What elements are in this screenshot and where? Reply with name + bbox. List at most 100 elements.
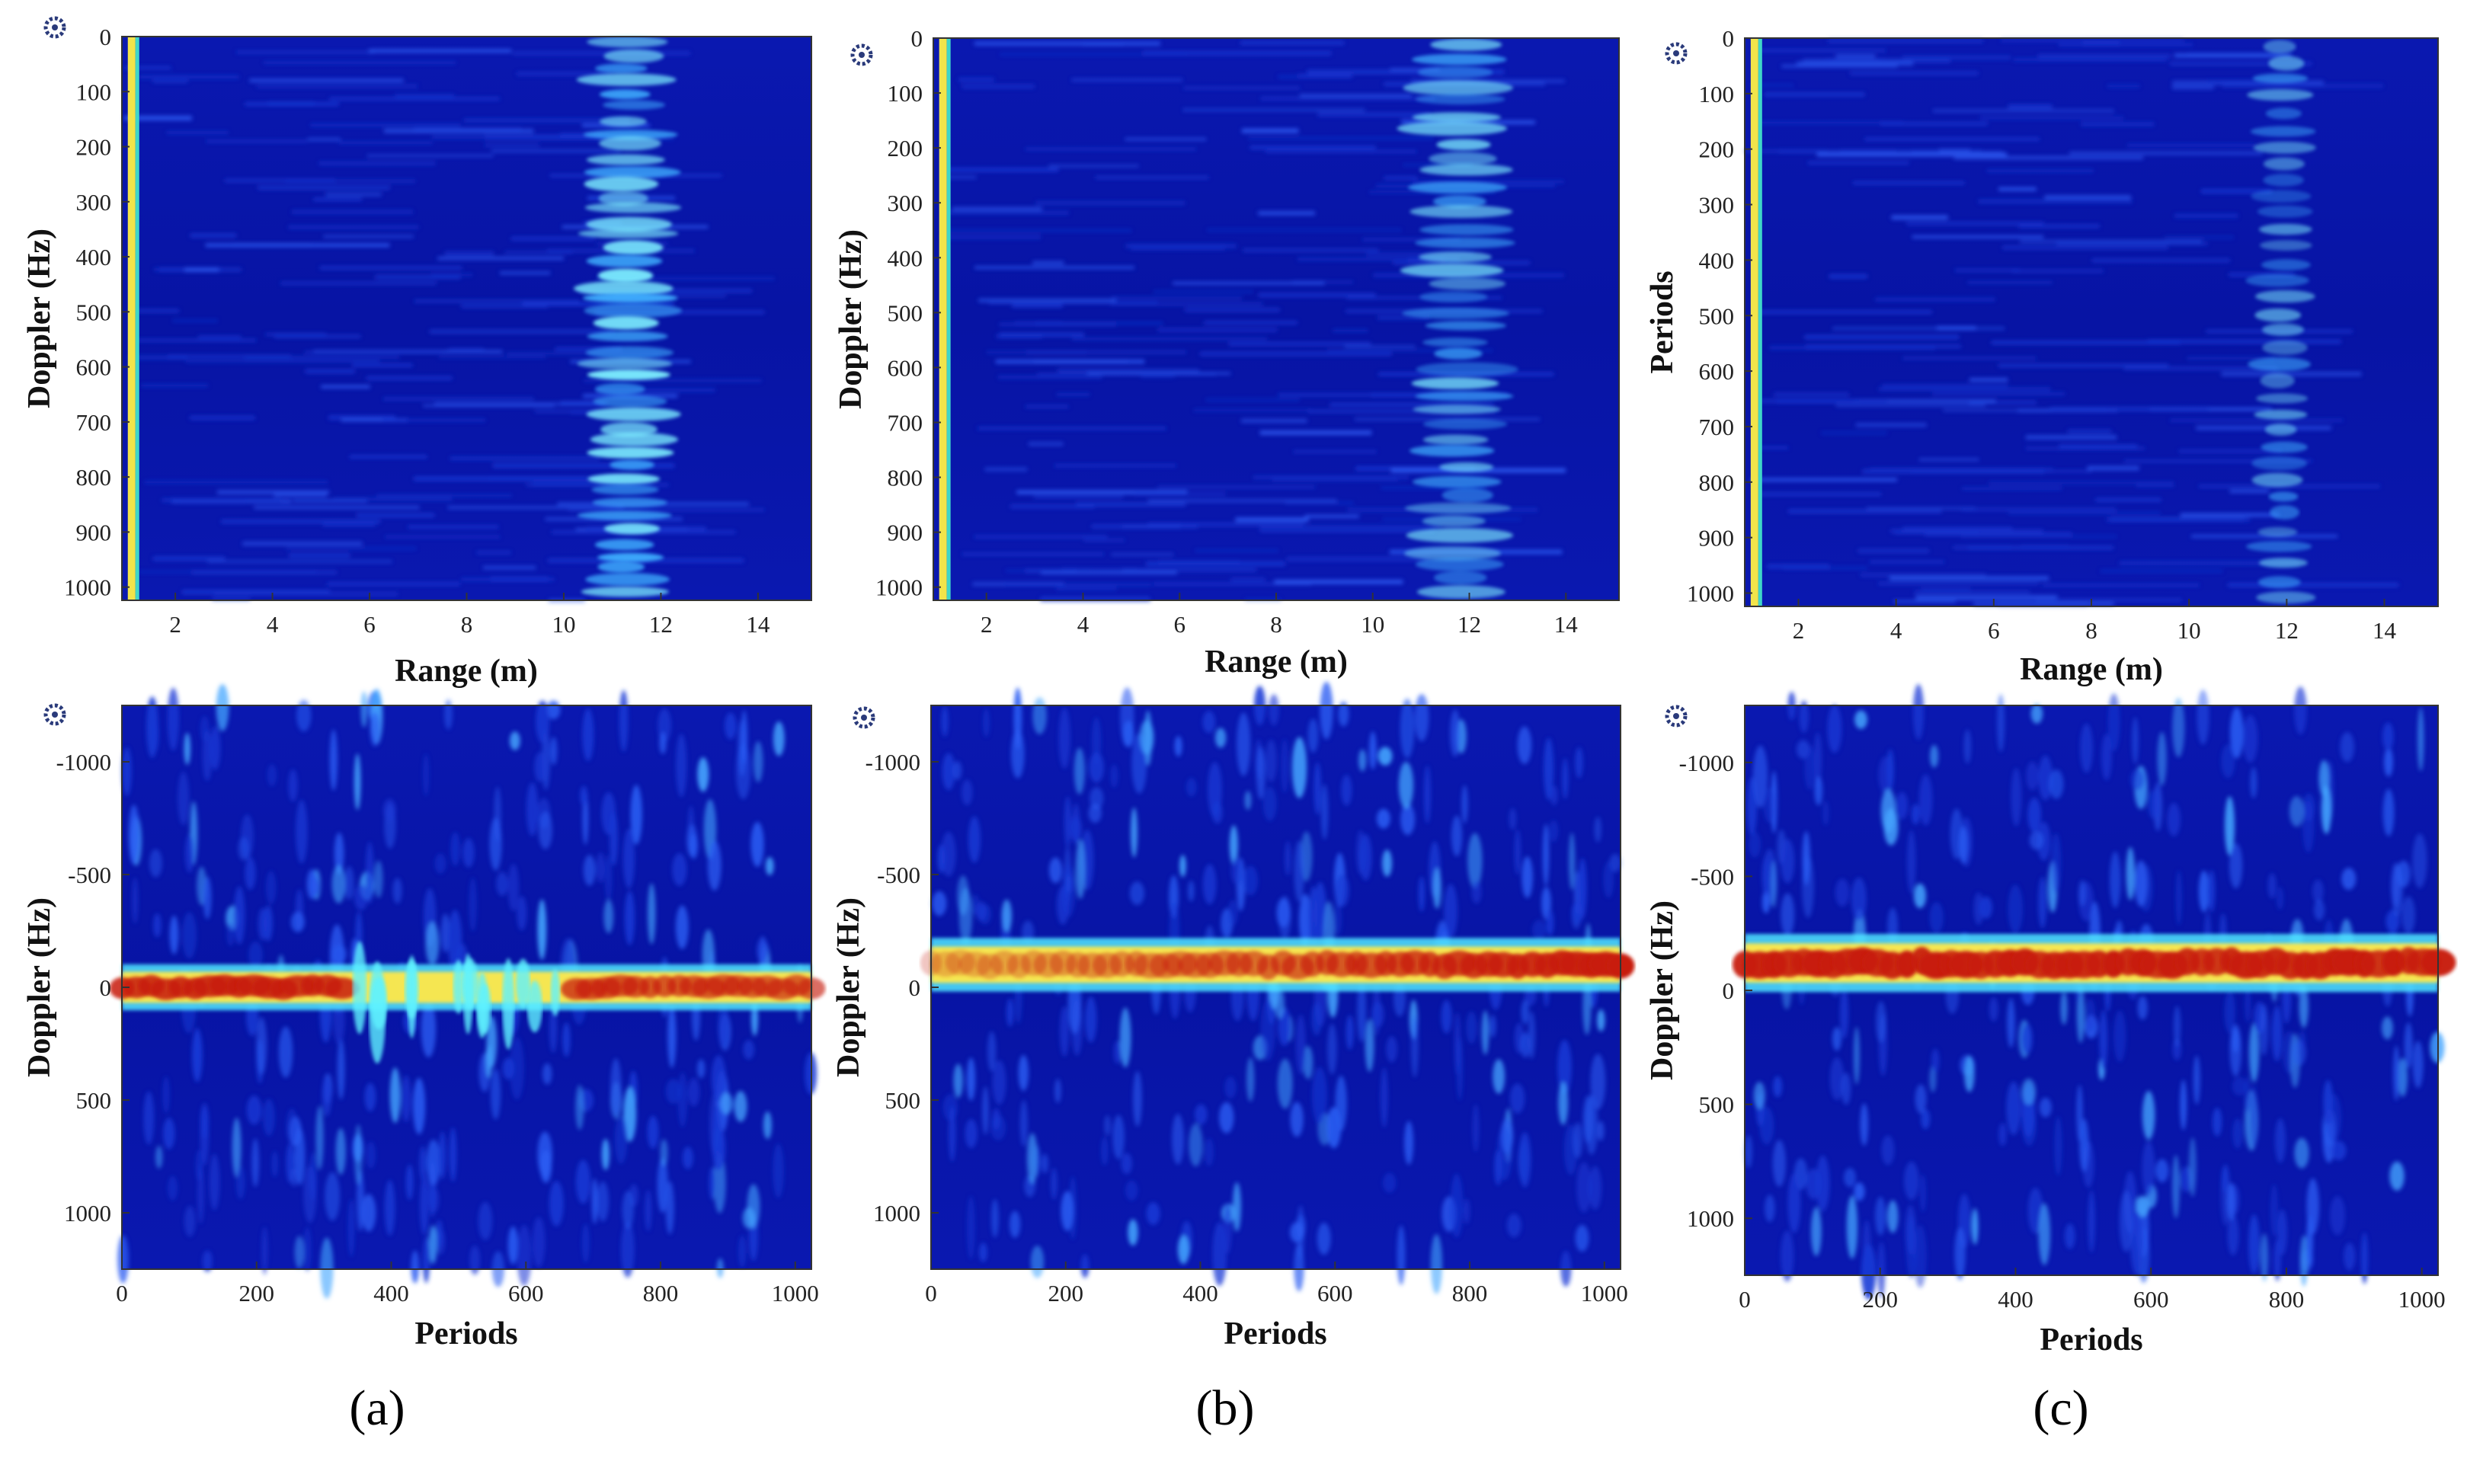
noise-blob [2340,731,2354,763]
noise-streak [213,592,398,596]
noise-blob [1814,776,1823,806]
noise-streak [181,590,330,595]
y-tick-label: 1000 [1687,580,1734,607]
noise-blob [1265,739,1277,782]
noise-blob [1120,687,1134,747]
x-tick-label: 600 [1317,1280,1353,1306]
noise-streak [1969,401,2037,405]
noise-streak [1902,526,2013,530]
noise-blob [248,941,263,969]
noise-blob [2299,984,2309,1028]
noise-streak [141,384,208,387]
noise-streak [1259,529,1435,533]
noise-streak [2014,57,2167,62]
target-band-streak [2256,591,2316,604]
target-band-streak [578,229,679,238]
plot-area [1744,37,2439,607]
y-tick-label: 600 [888,354,923,381]
noise-blob [2175,870,2182,926]
noise-streak [1147,523,1304,527]
noise-blob [246,1095,262,1125]
noise-blob [1582,977,1592,1035]
noise-streak [124,66,171,69]
noise-blob [965,1118,978,1149]
noise-blob [1531,920,1547,940]
noise-blob [2038,876,2047,929]
noise-streak [1299,94,1412,98]
target-band-streak [2254,289,2315,303]
noise-blob [665,1181,674,1235]
noise-blob [1562,758,1569,800]
noise-streak [328,415,395,421]
noise-blob [1883,808,1899,846]
noise-blob [1070,816,1083,843]
noise-blob [167,687,179,751]
noise-streak [172,319,218,322]
noise-blob [1597,1121,1605,1141]
x-tick-label: 800 [643,1280,679,1306]
noise-streak [1184,308,1280,312]
noise-blob [709,1166,715,1201]
target-band-streak [582,293,678,303]
noise-streak [2110,517,2245,522]
target-band-streak [1438,462,1494,472]
y-axis: 0 100 200 300 400 500 600 700 800 900 1000 [875,25,941,601]
noise-streak [2100,569,2223,573]
noise-blob [2331,1140,2347,1161]
noise-blob [1080,1254,1090,1278]
x-axis: 0 200 400 600 800 1000 [1739,1268,2446,1313]
noise-blob [2398,1057,2408,1097]
noise-blob [2430,1031,2445,1063]
noise-blob [2401,896,2415,934]
noise-streak [325,192,382,197]
noise-blob [1195,1104,1208,1125]
noise-blob [2232,1076,2247,1096]
noise-streak [2025,446,2145,450]
noise-blob [1229,825,1238,865]
noise-blob [582,708,594,761]
x-tick-label: 4 [1890,617,1902,644]
gear-icon [1665,42,1688,65]
x-tick-label: 400 [1182,1280,1218,1306]
noise-streak [2019,240,2203,243]
noise-blob [2142,1090,2155,1140]
noise-streak [2049,407,2209,411]
noise-blob [601,1138,610,1171]
noise-blob [235,1166,245,1200]
noise-blob [288,769,298,802]
noise-streak [532,482,653,487]
noise-blob [1179,855,1186,878]
noise-blob [953,1063,963,1098]
target-band-streak [1415,94,1505,105]
noise-streak [2081,122,2155,126]
noise-streak [974,41,1160,46]
noise-blob [596,852,606,883]
noise-blob [2244,1076,2251,1113]
noise-streak [288,225,419,229]
noise-blob [1963,729,1972,764]
noise-blob [1104,1115,1111,1136]
target-band-streak [1407,181,1508,194]
noise-blob [233,886,245,945]
noise-streak [329,97,500,101]
target-band-streak [587,446,674,459]
x-axis-label: Periods [2040,1322,2142,1358]
noise-blob [1327,1023,1337,1075]
gear-icon [43,703,66,726]
noise-streak [1259,524,1440,529]
noise-blob [534,752,546,782]
noise-blob [329,729,338,791]
target-band-streak [1403,80,1513,96]
x-tick-label: 800 [2269,1286,2305,1313]
target-band-streak [1422,515,1486,527]
noise-streak [1258,211,1315,216]
noise-streak [190,415,255,421]
noise-blob [1518,1131,1531,1188]
target-band-streak [1425,321,1506,331]
y-axis-label: Doppler (Hz) [1645,900,1680,1080]
noise-streak [1205,398,1300,401]
noise-blob [987,1031,997,1072]
noise-streak [1157,560,1240,564]
noise-blob [2250,1084,2258,1149]
noise-blob [162,1076,170,1114]
